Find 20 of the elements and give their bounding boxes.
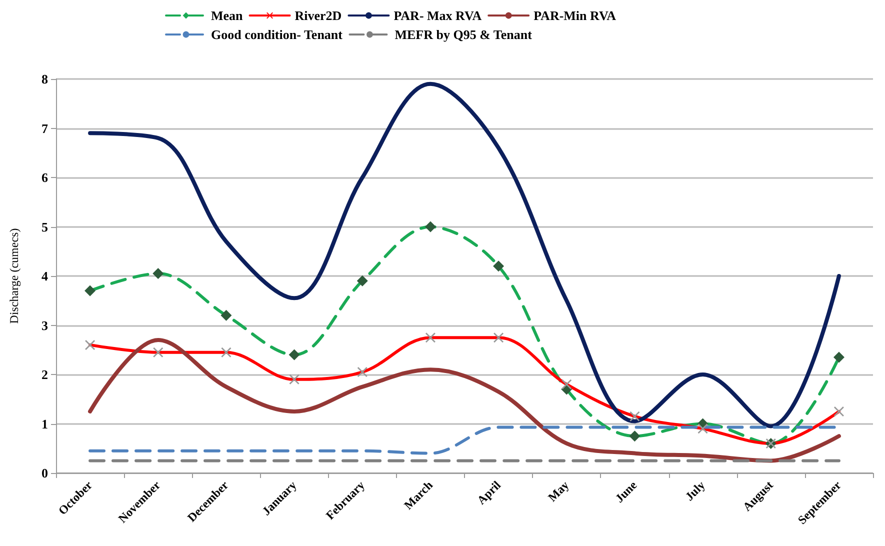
line-series bbox=[88, 338, 841, 463]
x-tick-label: May bbox=[545, 478, 572, 504]
x-tick-label: July bbox=[682, 478, 708, 504]
y-axis-title: Discharge (cumecs) bbox=[7, 228, 21, 324]
y-tick-label: 1 bbox=[42, 416, 48, 432]
legend-label: MEFR by Q95 & Tenant bbox=[394, 27, 533, 42]
y-tick-label: 7 bbox=[42, 120, 48, 136]
y-tick-label: 6 bbox=[42, 170, 48, 185]
legend-label: PAR- Max RVA bbox=[394, 8, 482, 23]
y-tick-label: 3 bbox=[42, 318, 48, 333]
y-tick-label: 2 bbox=[42, 367, 48, 382]
legend-label: River2D bbox=[294, 8, 342, 23]
y-tick-label: 8 bbox=[42, 72, 48, 86]
line-series bbox=[88, 82, 841, 428]
legend-label: PAR-Min RVA bbox=[534, 8, 617, 23]
y-tick-label: 4 bbox=[42, 268, 48, 284]
legend-label: Mean bbox=[211, 8, 244, 23]
y-tick-label: 5 bbox=[42, 219, 48, 234]
legend-label: Good condition- Tenant bbox=[211, 27, 344, 42]
y-tick-label: 0 bbox=[42, 466, 48, 480]
